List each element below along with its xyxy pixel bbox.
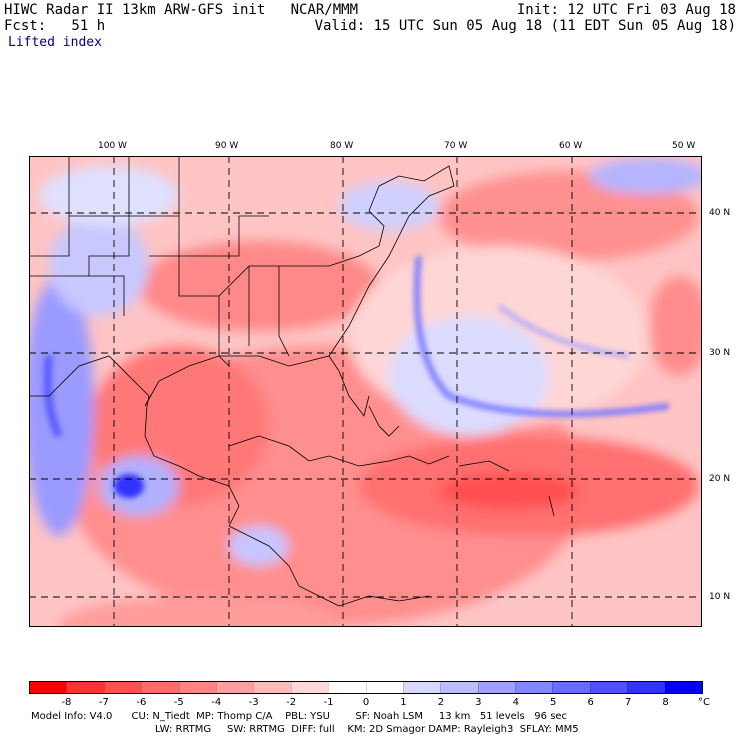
colorbar-swatch <box>365 682 403 693</box>
colorbar-swatch <box>215 682 254 693</box>
lat-label-10n: 10 N <box>709 592 731 602</box>
colorbar-tick-label: 3 <box>475 697 482 708</box>
lon-label-90w: 90 W <box>215 141 239 151</box>
colorbar-swatch <box>141 682 179 693</box>
field-name: Lifted index <box>8 35 102 50</box>
colorbar-tick-label: -5 <box>173 697 184 708</box>
colorbar-tick-label: -2 <box>286 697 297 708</box>
colorbar-tick-label: -7 <box>98 697 109 708</box>
colorbar-tick-label: -6 <box>136 697 147 708</box>
colorbar-swatch <box>477 682 516 693</box>
colorbar-tick-label: 1 <box>400 697 407 708</box>
colorbar-tick-label: 7 <box>624 697 632 708</box>
header-forecast-hour: Fcst: 51 h <box>4 18 106 34</box>
colorbar-unit: °C <box>698 697 710 708</box>
lat-label-40n: 40 N <box>709 208 731 218</box>
lat-label-30n: 30 N <box>709 348 731 358</box>
colorbar-swatch <box>515 682 553 693</box>
footer-physics-info: LW: RRTMG SW: RRTMG DIFF: full KM: 2D Sm… <box>155 724 579 735</box>
colorbar-swatch <box>589 682 628 693</box>
colorbar-swatch <box>178 682 216 693</box>
colorbar-tick-label: -1 <box>323 697 334 708</box>
colorbar-tick-label: -4 <box>211 697 222 708</box>
colorbar-swatch <box>402 682 441 693</box>
colorbar-tick-label: -3 <box>248 697 259 708</box>
header-valid-time: Valid: 15 UTC Sun 05 Aug 18 (11 EDT Sun … <box>314 18 736 34</box>
colorbar-swatch <box>627 682 665 693</box>
lon-label-50w: 50 W <box>672 141 696 151</box>
map-frame <box>29 156 702 627</box>
colorbar-swatch <box>253 682 291 693</box>
coastlines-and-borders <box>29 156 555 607</box>
colorbar-tick-label: 5 <box>550 697 557 708</box>
lon-label-70w: 70 W <box>444 141 468 151</box>
header-init-time: Init: 12 UTC Fri 03 Aug 18 <box>516 2 736 18</box>
colorbar-tick-label: 0 <box>362 697 370 708</box>
colorbar-swatch <box>552 682 590 693</box>
colorbar-swatch <box>30 682 67 693</box>
colorbar-tick-label: 4 <box>512 697 519 708</box>
colorbar-swatch <box>664 682 703 693</box>
lat-label-20n: 20 N <box>709 474 731 484</box>
graticule <box>29 156 702 627</box>
lon-label-60w: 60 W <box>559 141 583 151</box>
colorbar-swatch <box>440 682 478 693</box>
colorbar-tick-label: 8 <box>662 697 669 708</box>
colorbar-swatch <box>103 682 142 693</box>
lon-label-80w: 80 W <box>330 141 354 151</box>
footer-model-info: Model Info: V4.0 CU: N_Tiedt MP: Thomp C… <box>31 711 568 722</box>
colorbar-swatch <box>290 682 329 693</box>
colorbar-swatch <box>66 682 104 693</box>
header-title: HIWC Radar II 13km ARW-GFS init NCAR/MMM <box>4 2 359 18</box>
colorbar-tick-label: -8 <box>61 697 72 708</box>
colorbar <box>29 681 703 694</box>
colorbar-tick-label: 2 <box>437 697 445 708</box>
lon-label-100w: 100 W <box>98 141 127 151</box>
lifted-index-map <box>29 156 702 627</box>
colorbar-tick-label: 6 <box>587 697 594 708</box>
colorbar-swatch <box>328 682 366 693</box>
lifted-index-field <box>29 158 702 627</box>
